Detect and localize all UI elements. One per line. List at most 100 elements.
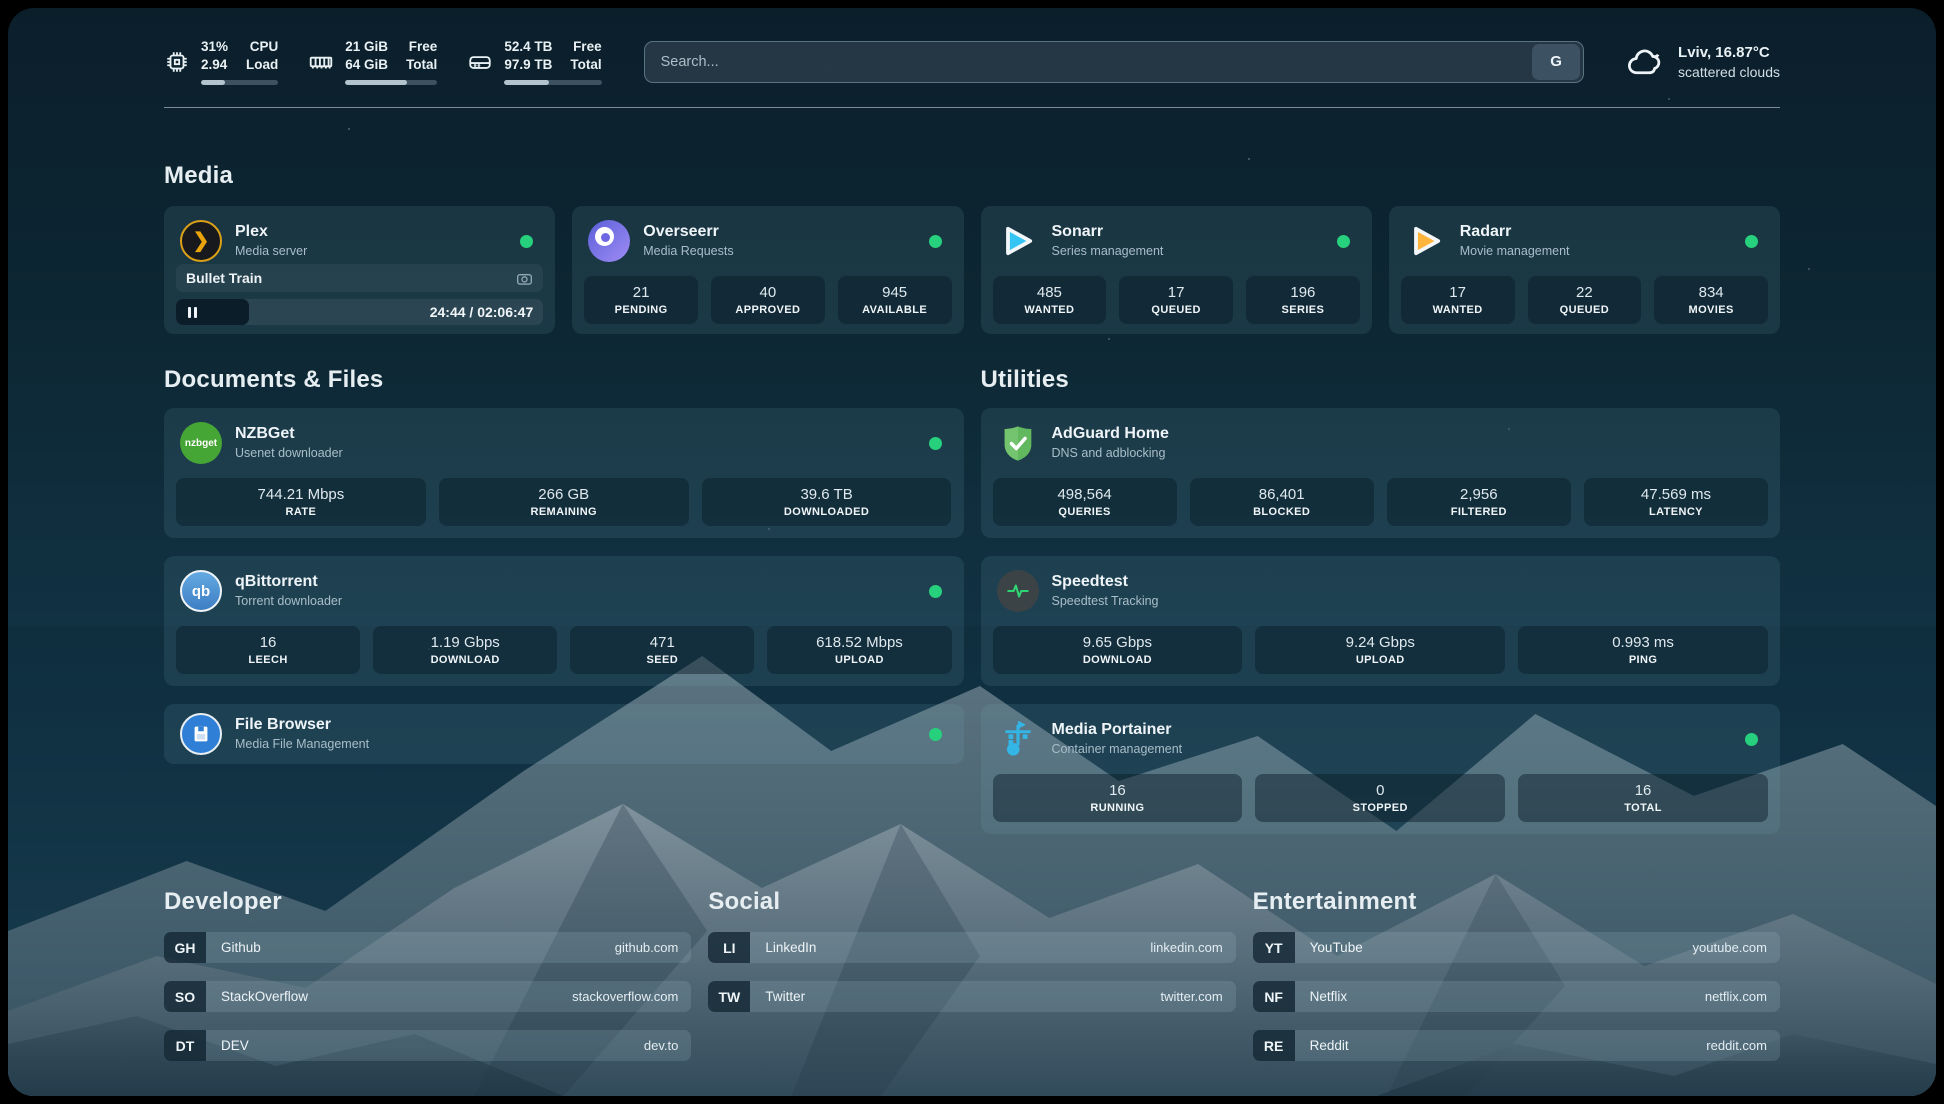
stat-label: TOTAL [1624,802,1662,814]
memory-progress-bar [345,80,438,85]
stat-value: 16 [1634,782,1652,799]
app-description: Torrent downloader [235,594,343,608]
social-links: Social LI LinkedIn linkedin.com TW Twitt… [708,888,1236,1079]
stat-label: QUEUED [1151,304,1201,316]
link-github[interactable]: GH Github github.com [164,932,692,963]
app-description: Movie management [1459,244,1570,258]
radarr-logo-icon [1405,220,1447,262]
link-youtube[interactable]: YT YouTube youtube.com [1252,932,1780,963]
stat-label: FILTERED [1450,506,1507,518]
status-online-dot [520,234,534,248]
link-name: DEV [221,1038,249,1053]
disk-icon [469,55,491,69]
stat-value: 485 [1036,284,1062,301]
app-name: Speedtest [1051,573,1128,590]
filebrowser-card[interactable]: File Browser Media File Management [164,704,964,764]
adguard-card[interactable]: AdGuard Home DNS and adblocking 498,564 … [980,408,1780,538]
section-title-media: Media [164,162,234,189]
stat-value: 9.24 Gbps [1345,634,1415,651]
link-url: netflix.com [1704,989,1767,1004]
stat-value: 498,564 [1057,486,1112,503]
camera-icon [517,273,533,285]
cpu-progress-bar [201,80,279,85]
status-online-dot [1745,234,1758,248]
cpu-stat: 31% 2.94 CPU Load [164,38,279,85]
app-description: Usenet downloader [235,446,343,460]
stat-value: 39.6 TB [800,486,853,503]
portainer-logo-icon [997,718,1039,760]
link-url: reddit.com [1706,1038,1767,1053]
memory-free-value: 21 GiB [345,39,389,54]
link-url: linkedin.com [1150,940,1223,955]
sonarr-card[interactable]: Sonarr Series management 485 WANTED 17 Q… [980,206,1372,334]
stat-label: BLOCKED [1253,506,1311,518]
app-name: Plex [235,223,268,240]
overseerr-card[interactable]: Overseerr Media Requests 21 PENDING 40 A… [572,206,964,334]
stat-label: REMAINING [530,506,598,518]
cpu-label: CPU [249,39,279,54]
qbittorrent-card[interactable]: qb qBittorrent Torrent downloader 16 LEE… [164,556,964,686]
plex-card[interactable]: ❯ Plex Media server Bullet Train [164,206,556,334]
floppy-icon [194,726,208,742]
stat-box: 21 PENDING [584,276,698,324]
stat-box: 945 AVAILABLE [837,276,952,324]
stat-label: WANTED [1024,304,1075,316]
stat-label: DOWNLOAD [1082,654,1153,666]
search-input[interactable] [644,53,1533,70]
stat-label: RUNNING [1090,802,1145,814]
stat-value: 17 [1449,284,1466,301]
playback-progress-bar: 24:44 / 02:06:47 [176,299,544,325]
link-abbr: DT [164,1030,206,1061]
link-url: dev.to [643,1038,679,1053]
stat-label: UPLOAD [1355,654,1405,666]
section-title-social: Social [708,888,781,915]
media-cards-row: ❯ Plex Media server Bullet Train [164,206,1780,334]
link-reddit[interactable]: RE Reddit reddit.com [1252,1030,1780,1061]
search-bar[interactable]: G [643,40,1585,83]
pause-button[interactable] [176,306,197,318]
stat-label: LEECH [248,654,288,666]
stat-label: MOVIES [1688,304,1734,316]
disk-total-value: 97.9 TB [504,57,553,72]
portainer-card[interactable]: Media Portainer Container management 16 … [980,704,1780,834]
link-netflix[interactable]: NF Netflix netflix.com [1252,981,1780,1012]
nzbget-card[interactable]: nzbget NZBGet Usenet downloader 744.21 M… [164,408,964,538]
stat-label: STOPPED [1352,802,1408,814]
app-name: Media Portainer [1051,721,1172,738]
app-description: DNS and adblocking [1051,446,1166,460]
speedtest-card[interactable]: Speedtest Speedtest Tracking 9.65 Gbps D… [980,556,1780,686]
section-title-documents: Documents & Files [164,366,384,393]
app-name: File Browser [235,716,332,733]
stat-value: 945 [882,284,908,301]
link-abbr: GH [164,932,206,963]
stat-label: UPLOAD [835,654,884,666]
link-linkedin[interactable]: LI LinkedIn linkedin.com [708,932,1236,963]
weather-widget: Lviv, 16.87°C scattered clouds [1626,43,1780,81]
section-title-developer: Developer [164,888,282,915]
stat-value: 16 [1109,782,1126,799]
stat-value: 618.52 Mbps [816,634,903,651]
stat-value: 0.993 ms [1612,634,1674,651]
link-twitter[interactable]: TW Twitter twitter.com [708,981,1236,1012]
link-stackoverflow[interactable]: SO StackOverflow stackoverflow.com [164,981,692,1012]
link-name: Reddit [1309,1038,1349,1053]
stat-box: 9.65 Gbps DOWNLOAD [992,626,1243,674]
status-online-dot [928,727,942,741]
link-url: twitter.com [1160,989,1223,1004]
status-online-dot [1745,732,1758,746]
stat-box: 17 WANTED [1400,276,1515,324]
search-engine-button[interactable]: G [1532,43,1581,80]
documents-column: Documents & Files nzbget NZBGet Usenet d… [164,366,964,834]
stat-box: 618.52 Mbps UPLOAD [767,626,952,674]
radarr-card[interactable]: Radarr Movie management 17 WANTED 22 QUE… [1388,206,1780,334]
overseerr-logo-icon [588,220,631,262]
cpu-load-value: 2.94 [201,57,228,72]
stat-value: 40 [759,284,777,301]
app-description: Media Requests [643,244,734,258]
adguard-logo-icon [997,422,1039,464]
sonarr-logo-icon [997,220,1039,262]
stat-value: 196 [1290,284,1316,301]
stat-label: QUEUED [1559,304,1610,316]
link-dev[interactable]: DT DEV dev.to [164,1030,692,1061]
cpu-percent: 31% [201,39,229,54]
